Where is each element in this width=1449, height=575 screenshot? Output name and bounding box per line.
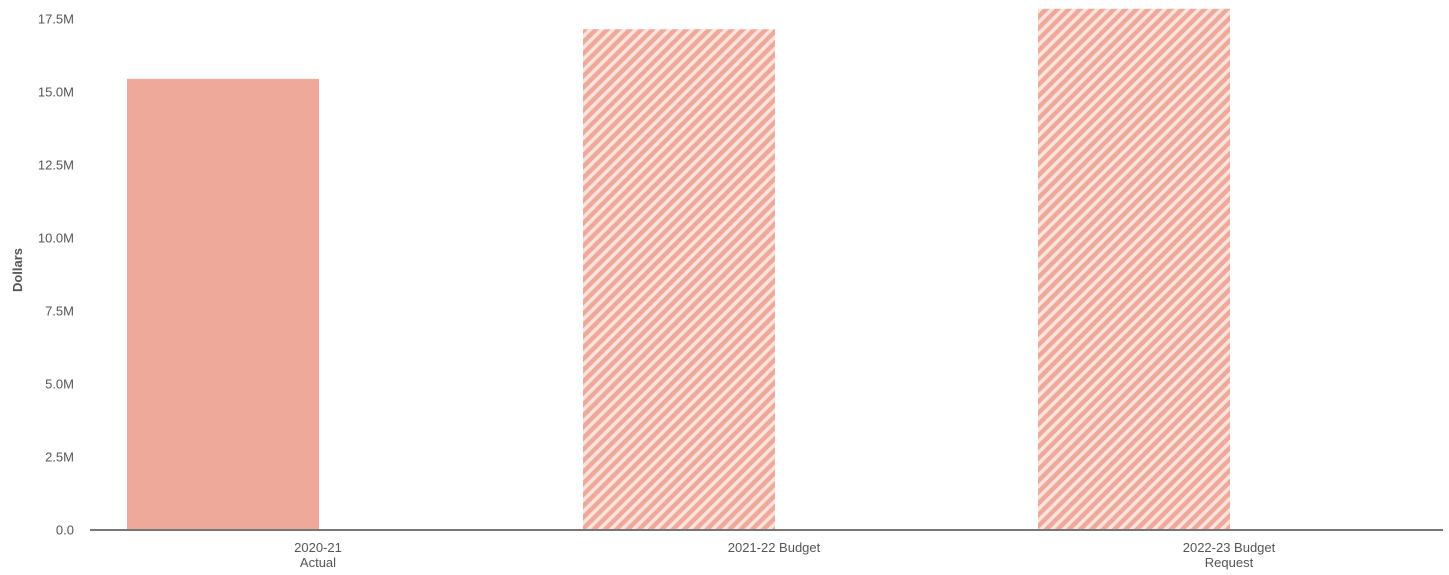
bar [583,29,775,530]
bar [1038,8,1230,530]
y-tick-label: 15.0M [38,85,74,100]
x-tick-label-line: Actual [300,555,336,570]
y-tick-label: 12.5M [38,158,74,173]
y-tick-label: 5.0M [45,377,74,392]
x-tick-label-line: 2022-23 Budget [1183,540,1276,555]
y-tick-label: 7.5M [45,304,74,319]
y-tick-label: 10.0M [38,231,74,246]
x-tick-label: 2020-21 Actual [294,540,342,570]
x-tick-label-line: Request [1205,555,1254,570]
y-tick-label: 17.5M [38,12,74,27]
y-tick-label: 2.5M [45,450,74,465]
x-tick-label: 2021-22 Budget [728,540,821,555]
x-tick-label: 2022-23 Budget Request [1183,540,1276,570]
bar [127,78,319,531]
x-axis: 2020-21 Actual 2021-22 Budget 2022-23 Budge… [294,540,1276,570]
y-axis: 0.0 2.5M 5.0M 7.5M 10.0M 12.5M 15.0M 17.5M [38,12,74,538]
bars [127,8,1230,531]
y-tick-label: 0.0 [56,523,74,538]
x-tick-label-line: 2020-21 [294,540,342,555]
y-axis-title: Dollars [10,248,25,292]
x-tick-label-line: 2021-22 Budget [728,540,821,555]
